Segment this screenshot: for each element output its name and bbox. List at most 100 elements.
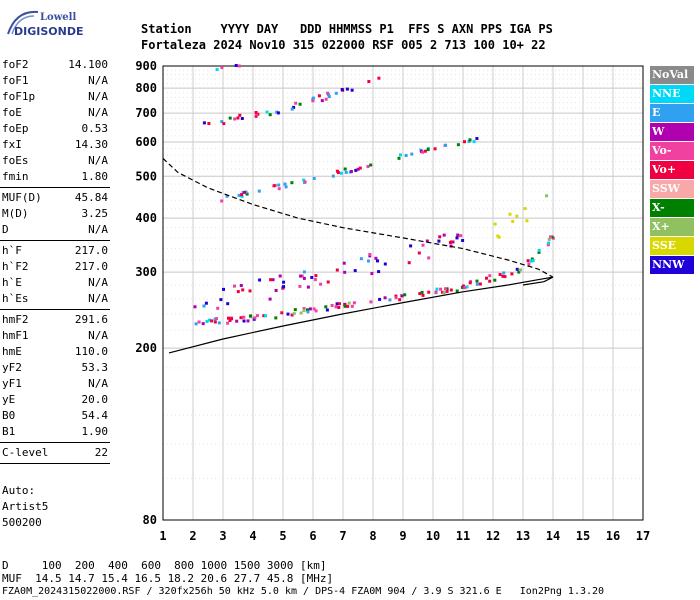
parameter-label: hmF2	[2, 313, 29, 326]
echo-point	[503, 275, 507, 279]
echo-point	[317, 94, 321, 98]
parameter-row: MUF(D) 45.84	[2, 191, 108, 207]
echo-point	[417, 251, 421, 255]
echo-point	[398, 298, 402, 302]
echo-point	[369, 163, 373, 167]
parameter-label: yF2	[2, 361, 22, 374]
echo-point	[537, 248, 541, 252]
echo-point	[314, 274, 318, 278]
echo-point	[324, 97, 328, 101]
parameter-row: C-level 22	[2, 446, 108, 462]
echo-point	[292, 312, 296, 316]
echo-point	[298, 284, 302, 288]
echo-point	[326, 91, 330, 95]
echo-point	[475, 282, 479, 286]
echo-point	[388, 298, 392, 302]
parameter-label: foF1p	[2, 90, 36, 103]
echo-point	[497, 235, 501, 239]
parameter-row: h`E N/A	[2, 276, 108, 292]
echo-point	[367, 259, 370, 263]
logo-arc	[7, 10, 39, 35]
parameter-label: D	[2, 223, 9, 236]
parameter-value: 20.0	[81, 393, 109, 406]
logo-lowell-text: Lowell	[40, 12, 77, 23]
echo-point	[334, 91, 338, 95]
echo-point	[204, 301, 208, 305]
echo-point	[302, 309, 306, 313]
echo-point	[253, 316, 257, 320]
parameter-value: 110.0	[74, 345, 108, 358]
parameter-row: hmF1 N/A	[2, 329, 108, 345]
echo-point	[377, 270, 381, 274]
echo-point	[236, 290, 240, 294]
echo-point	[515, 267, 519, 271]
parameter-value: 1.80	[81, 170, 109, 183]
echo-point	[216, 306, 220, 310]
echo-point	[358, 166, 362, 170]
x-tick-label: 17	[636, 529, 650, 543]
parameter-row: foEp 0.53	[2, 122, 108, 138]
legend-item: SSE	[650, 237, 694, 255]
echo-point	[352, 301, 356, 305]
echo-point	[194, 322, 198, 326]
parameter-value: 53.3	[81, 361, 109, 374]
echo-point	[519, 268, 523, 272]
echo-point	[268, 297, 272, 301]
echo-point	[383, 262, 387, 266]
echo-point	[220, 66, 224, 70]
echo-point	[511, 219, 515, 223]
parameter-value: 45.84	[74, 191, 108, 204]
echo-point	[359, 257, 363, 261]
logo-arc-inner	[11, 15, 35, 35]
echo-point	[467, 139, 471, 143]
echo-point	[455, 289, 459, 293]
echo-point	[220, 199, 224, 203]
parameter-value: N/A	[88, 292, 108, 305]
echo-point	[240, 193, 244, 197]
legend-item: Vo-	[650, 142, 694, 160]
echo-point	[219, 298, 223, 302]
parameter-row: foF1 N/A	[2, 74, 108, 90]
echo-point	[240, 117, 244, 120]
echo-point	[324, 305, 328, 309]
parameter-label: h`F2	[2, 260, 29, 273]
echo-point	[282, 280, 286, 284]
echo-point	[349, 170, 353, 173]
x-tick-label: 13	[516, 529, 530, 543]
echo-point	[255, 112, 258, 116]
echo-point	[331, 174, 335, 178]
echo-point	[284, 185, 288, 189]
echo-point	[459, 234, 463, 238]
echo-point	[347, 301, 351, 305]
parameter-row: foF2 14.100	[2, 58, 108, 74]
echo-point	[394, 296, 398, 300]
parameter-label: h`E	[2, 276, 22, 289]
echo-point	[404, 154, 408, 157]
echo-point	[197, 320, 201, 324]
echo-point	[300, 274, 304, 278]
echo-point	[246, 319, 250, 323]
echo-point	[340, 88, 344, 91]
echo-point	[258, 278, 262, 282]
y-tick-label: 80	[143, 513, 157, 527]
echo-point	[249, 314, 252, 318]
parameter-value: N/A	[88, 276, 108, 289]
echo-point	[335, 268, 339, 272]
echo-point	[338, 302, 341, 306]
echo-point	[207, 122, 211, 125]
parameter-label: foF2	[2, 58, 29, 71]
echo-point	[290, 181, 294, 185]
echo-point	[444, 143, 448, 147]
parameter-row: fxI 14.30	[2, 138, 108, 154]
parameter-row: foEs N/A	[2, 154, 108, 170]
x-tick-label: 11	[456, 529, 470, 543]
echo-point	[271, 278, 275, 282]
echo-point	[207, 318, 211, 322]
echo-point	[438, 235, 442, 239]
parameter-separator	[0, 463, 110, 464]
parameter-value: N/A	[88, 74, 108, 87]
legend-item: X-	[650, 199, 694, 217]
parameter-row: M(D) 3.25	[2, 207, 108, 223]
echo-point	[369, 300, 373, 304]
parameter-value: 217.0	[74, 260, 108, 273]
